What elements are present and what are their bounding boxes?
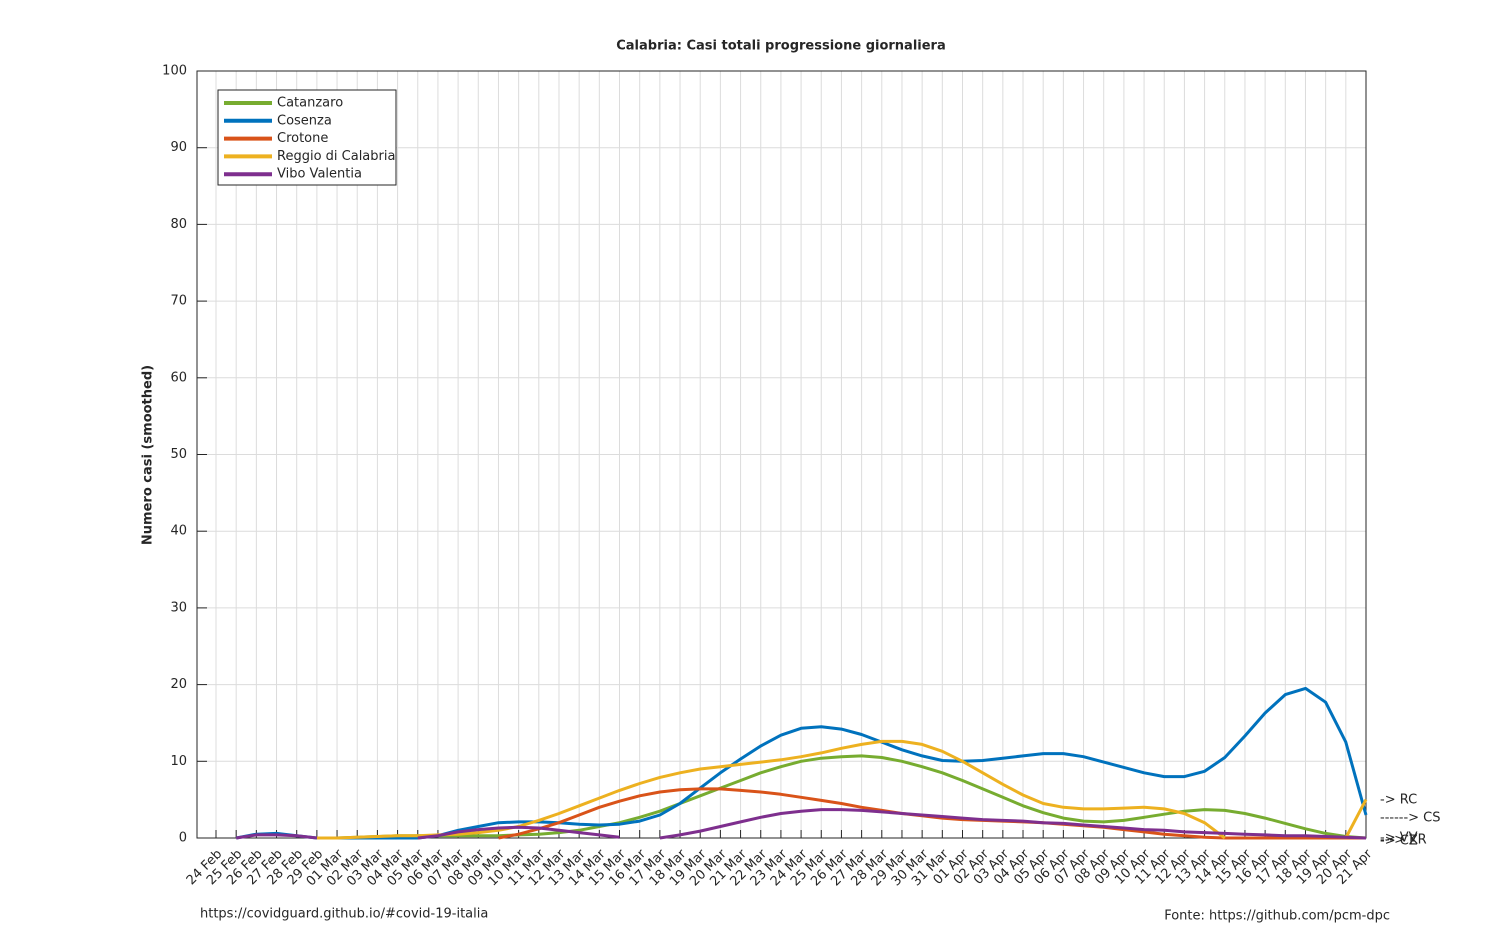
chart-title: Calabria: Casi totali progressione giorn… [616,39,946,54]
series-line [235,808,1367,840]
y-tick-label: 100 [162,64,187,79]
series-line [316,739,1368,840]
annotation: -> CZ [1380,834,1418,849]
y-tick-label: 30 [170,600,187,615]
y-tick-label: 40 [170,524,187,539]
y-tick-label: 50 [170,447,187,462]
legend-label: Crotone [277,131,328,146]
y-axis-label: Numero casi (smoothed) [141,365,156,545]
y-tick-label: 20 [170,677,187,692]
legend: Catanzaro Cosenza Crotone Reggio di Calabri… [217,89,397,186]
annotation: -> RC [1380,793,1417,808]
y-tick-label: 70 [170,294,187,309]
footer-right: Fonte: https://github.com/pcm-dpc [1164,909,1390,924]
legend-label: Cosenza [277,113,332,128]
annotation: -> VV [1380,831,1418,846]
annotation: ---> KR [1380,833,1427,848]
y-tick-label: 60 [170,370,187,385]
legend-label: Catanzaro [277,96,343,111]
y-tick-label: 0 [179,831,187,846]
y-tick-label: 90 [170,140,187,155]
footer-left: https://covidguard.github.io/#covid-19-i… [200,907,488,922]
annotation: ------> CS [1380,811,1441,826]
legend-label: Vibo Valentia [277,167,362,182]
y-tick-label: 80 [170,217,187,232]
legend-label: Reggio di Calabria [277,149,395,164]
y-tick-label: 10 [170,754,187,769]
